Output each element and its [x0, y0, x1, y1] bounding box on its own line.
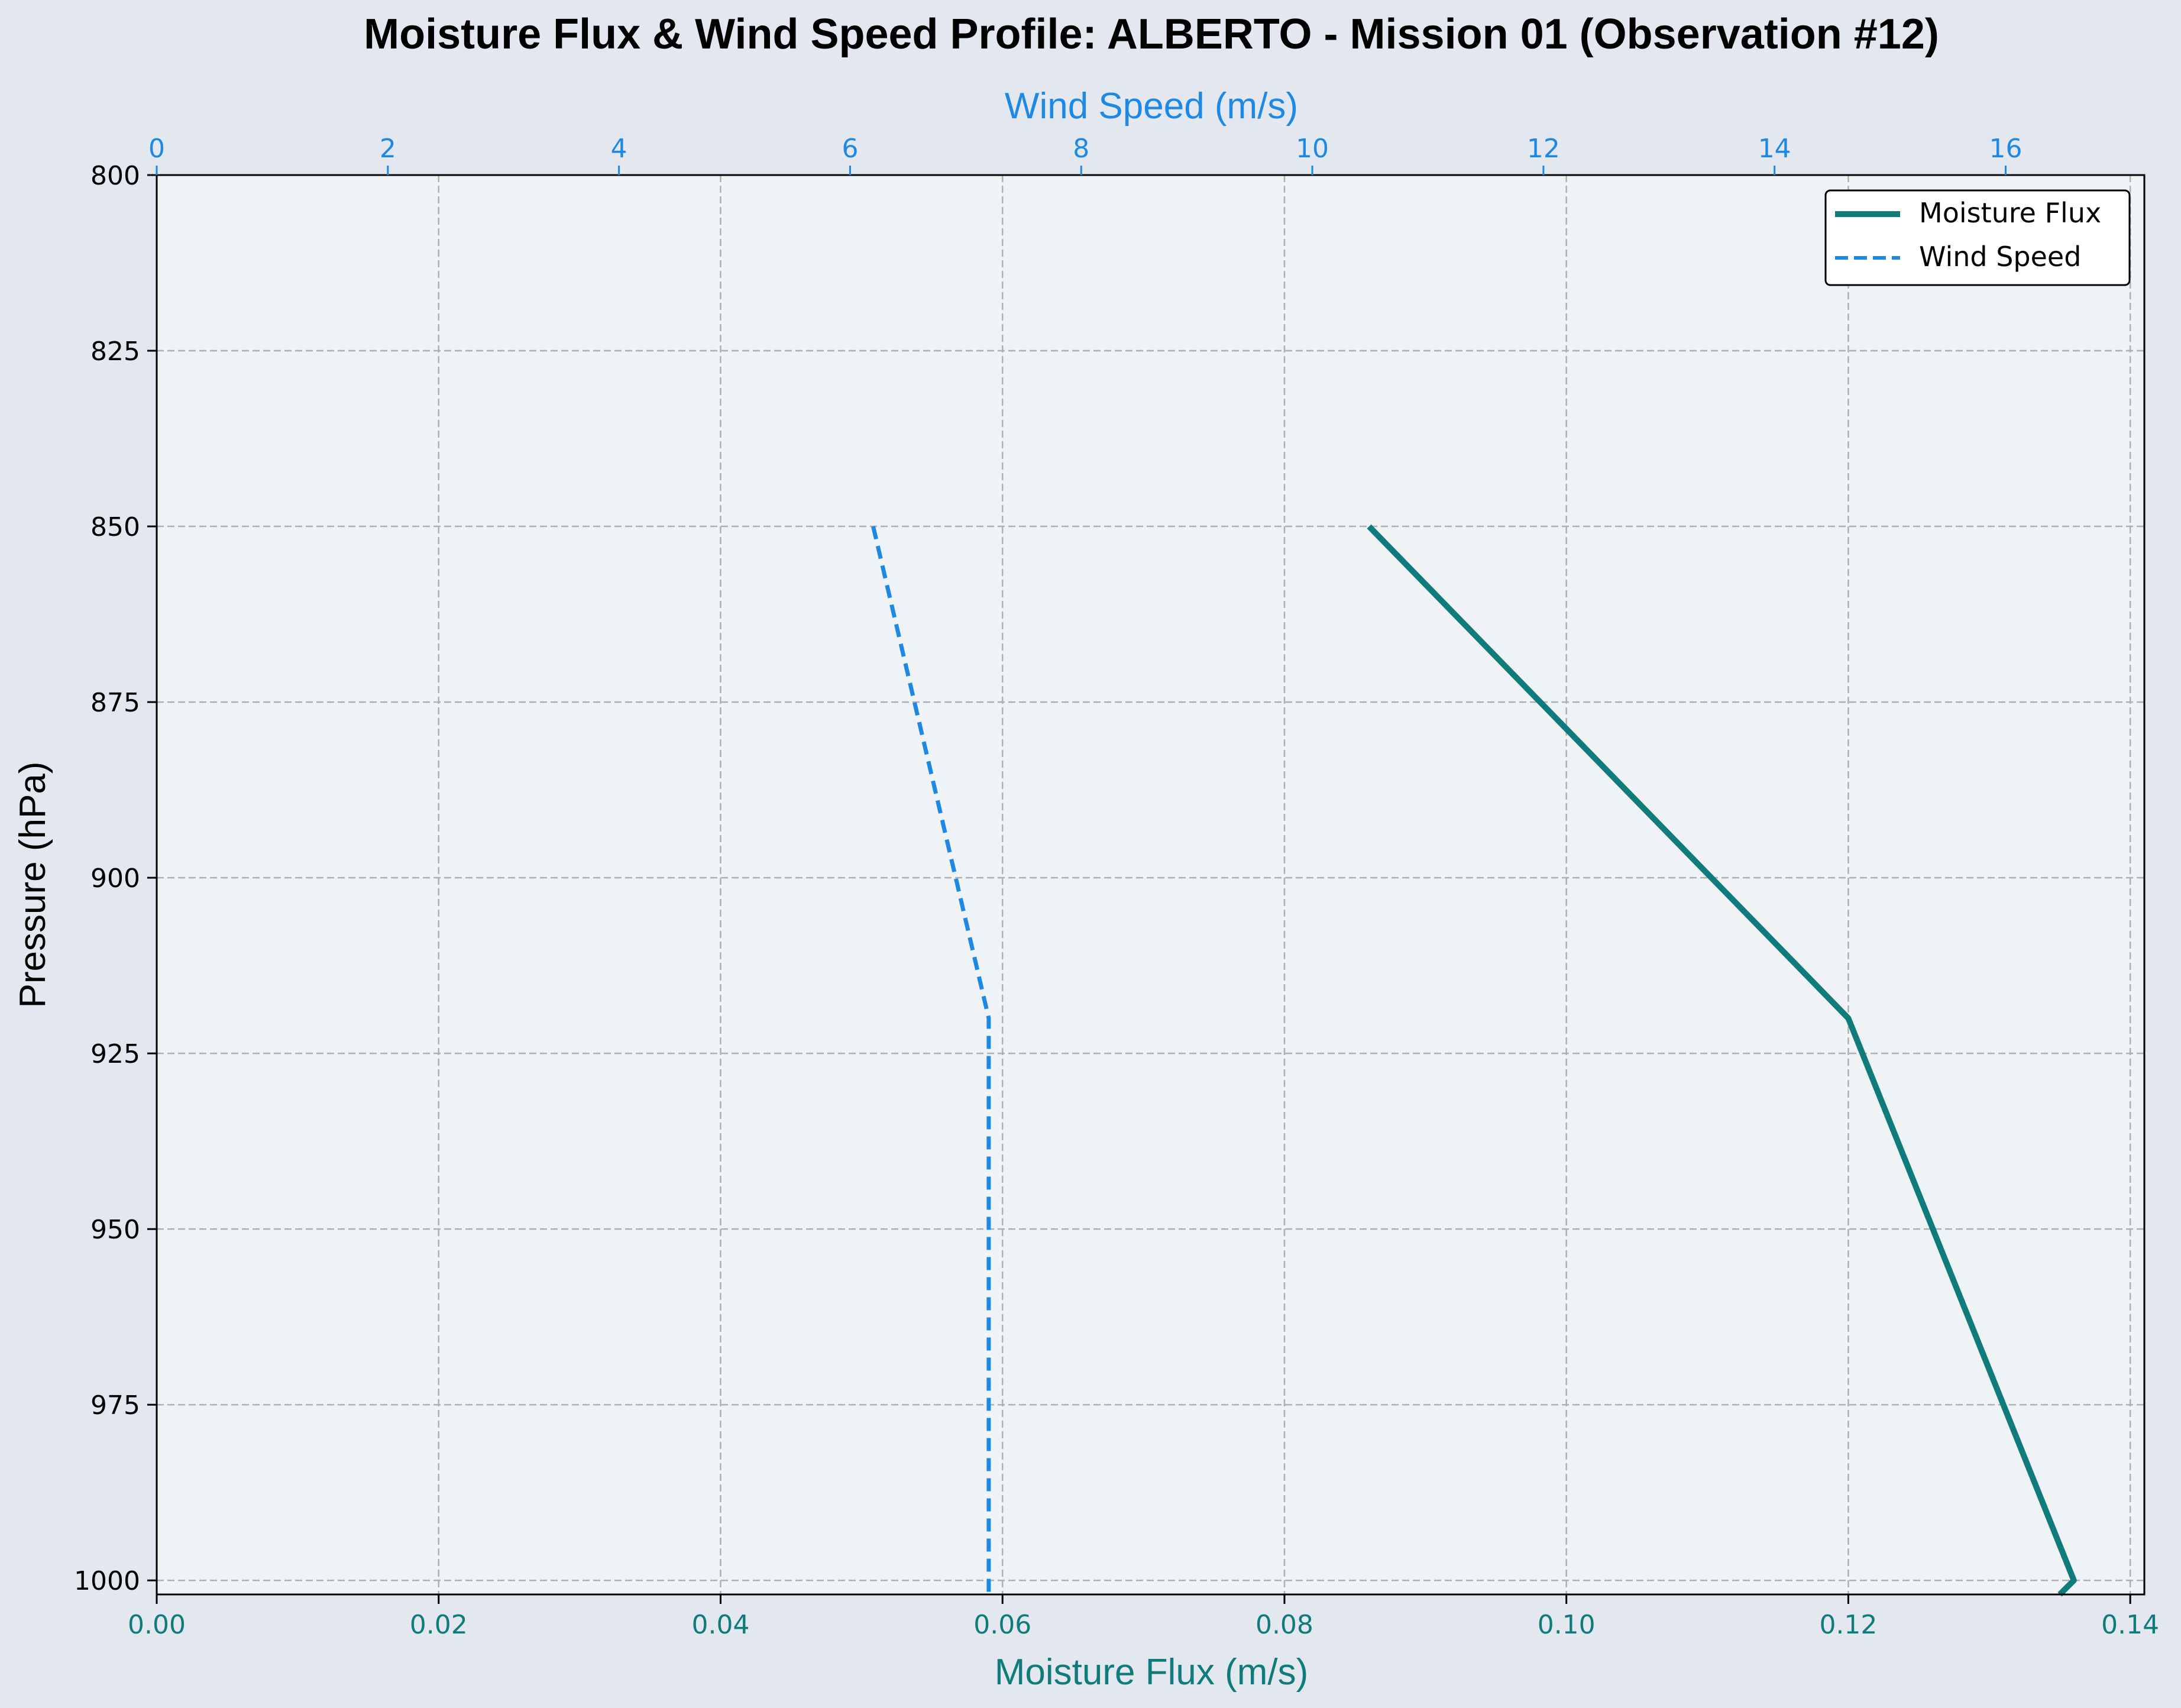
x-bottom-tick-label: 0.00: [128, 1610, 186, 1640]
y-tick-label: 975: [90, 1390, 140, 1421]
series-line-moisture-flux: [1367, 524, 2077, 1597]
x-bottom-tick-label: 0.02: [410, 1610, 468, 1640]
y-tick-label: 850: [90, 512, 140, 542]
x-top-tick-label: 12: [1527, 134, 1560, 164]
y-tick-label: 950: [90, 1215, 140, 1245]
x-top-tick-label: 8: [1073, 134, 1089, 164]
legend-label-wind-speed: Wind Speed: [1919, 241, 2081, 273]
x-top-tick-label: 6: [842, 134, 858, 164]
series-line-wind-speed: [871, 526, 991, 1594]
chart-title: Moisture Flux & Wind Speed Profile: ALBE…: [364, 11, 1939, 58]
x-top-tick-label: 14: [1758, 134, 1791, 164]
x-top-tick-label: 2: [380, 134, 396, 164]
x-bottom-tick-label: 0.08: [1255, 1610, 1313, 1640]
x-bottom-tick-label: 0.04: [691, 1610, 749, 1640]
bottom-axis-label: Moisture Flux (m/s): [995, 1652, 1308, 1693]
ticks: 800 825 850 875 900 925 950 975 1000 0.00 0.02 0.04…: [74, 134, 2159, 1640]
legend-label-moisture-flux: Moisture Flux: [1919, 197, 2101, 229]
x-bottom-tick-label: 0.06: [973, 1610, 1031, 1640]
x-top-tick-label: 16: [1989, 134, 2023, 164]
series-layer: [871, 524, 2077, 1597]
y-tick-label: 825: [90, 337, 140, 367]
plot-frame: [156, 174, 2146, 1596]
y-tick-label: 900: [90, 863, 140, 894]
x-bottom-tick-label: 0.14: [2101, 1610, 2159, 1640]
x-bottom-tick-label: 0.10: [1538, 1610, 1596, 1640]
y-tick-label: 925: [90, 1039, 140, 1069]
y-tick-label: 1000: [74, 1566, 140, 1596]
y-tick-label: 800: [90, 161, 140, 191]
x-top-tick-label: 4: [611, 134, 627, 164]
legend: Moisture Flux Wind Speed: [1824, 189, 2131, 286]
x-bottom-tick-label: 0.12: [1819, 1610, 1877, 1640]
y-axis-label: Pressure (hPa): [12, 762, 53, 1008]
x-top-tick-label: 10: [1296, 134, 1329, 164]
legend-box: [1824, 189, 2131, 286]
y-tick-label: 875: [90, 688, 140, 718]
x-top-tick-label: 0: [148, 134, 165, 164]
top-axis-label: Wind Speed (m/s): [1005, 86, 1298, 127]
plot-area: [157, 175, 2144, 1594]
